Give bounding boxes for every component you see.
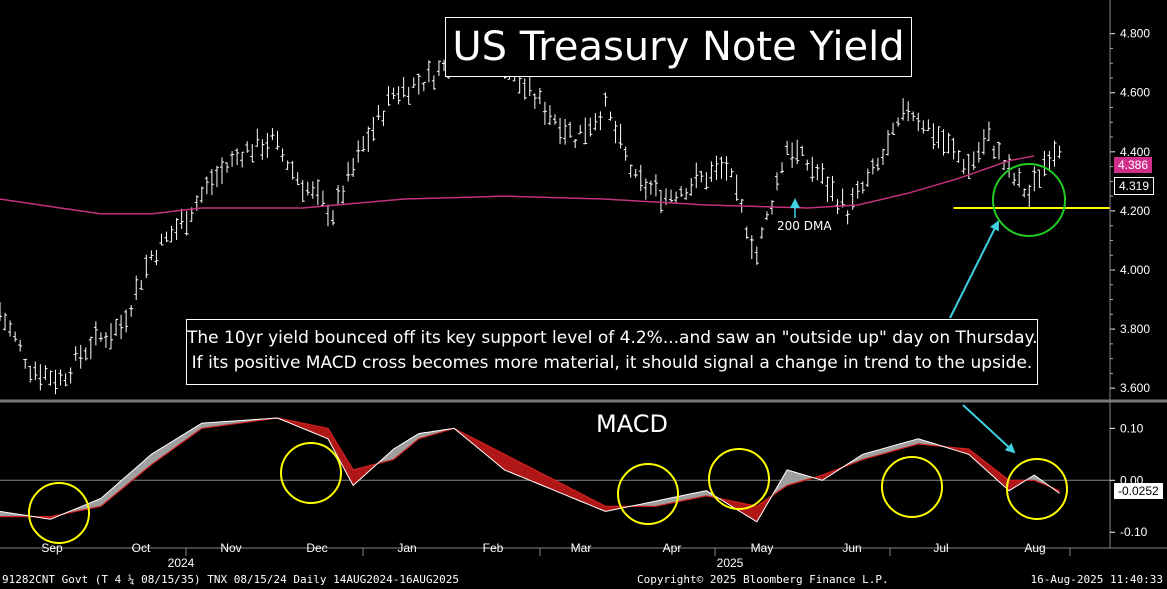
y-tick-label: 4.200 [1120, 204, 1150, 218]
annotation-line-2: If its positive MACD cross becomes more … [191, 353, 1033, 373]
last-value-tag: 4.319 [1114, 177, 1155, 195]
support-highlight-circle [992, 163, 1066, 237]
macd-fill [506, 455, 510, 473]
x-month-label: Jun [842, 541, 861, 555]
y-tick-label: 3.600 [1120, 381, 1150, 395]
macd-fill [320, 426, 324, 437]
macd-fill [532, 468, 536, 483]
footer-copyright: Copyright© 2025 Bloomberg Finance L.P. [637, 573, 889, 586]
macd-fill [527, 465, 530, 481]
footer-security: 91282CNT Govt (T 4 ¼ 08/15/35) TNX 08/15… [2, 573, 459, 586]
macd-fill [511, 457, 515, 475]
macd-cross-circle [280, 442, 342, 504]
macd-fill [796, 472, 800, 483]
annotation-line-1: The 10yr yield bounced off its key suppo… [187, 328, 1038, 348]
macd-fill [547, 476, 551, 489]
macd-cross-circle [708, 448, 770, 510]
y-tick-label: 4.000 [1120, 263, 1150, 277]
macd-y-tick-label: 0.10 [1120, 421, 1144, 435]
annotation-arrow-up [949, 220, 999, 319]
macd-fill [514, 459, 518, 476]
macd-fill [322, 427, 326, 439]
macd-fill [537, 470, 541, 485]
macd-y-tick-label: -0.10 [1120, 525, 1148, 539]
macd-panel [0, 417, 1110, 523]
macd-line [0, 417, 1060, 523]
macd-fill [504, 453, 508, 472]
macd-fill [549, 477, 553, 490]
y-tick-label: 4.600 [1120, 86, 1150, 100]
macd-fill [746, 503, 750, 518]
macd-cross-circle [617, 463, 679, 525]
macd-fill [499, 451, 503, 469]
dma-value-tag: 4.386 [1114, 157, 1153, 173]
macd-fill [501, 452, 505, 471]
macd-fill [509, 456, 513, 474]
x-month-label: Nov [220, 541, 241, 555]
macd-fill [522, 463, 525, 479]
macd-fill [524, 464, 528, 480]
macd-fill [529, 466, 533, 482]
x-month-label: Aug [1024, 541, 1045, 555]
annotation-box: The 10yr yield bounced off its key suppo… [186, 319, 1038, 385]
x-month-label: Dec [306, 541, 327, 555]
macd-fill [542, 473, 546, 487]
x-month-label: Feb [483, 541, 504, 555]
y-tick-label: 3.800 [1120, 322, 1150, 336]
y-tick-label: 4.400 [1120, 145, 1150, 159]
x-month-label: Oct [132, 541, 151, 555]
footer-timestamp: 16-Aug-2025 11:40:33 [1030, 573, 1163, 586]
macd-fill [519, 461, 523, 478]
y-tick-label: 4.800 [1120, 27, 1150, 41]
chart-title: US Treasury Note Yield [445, 17, 912, 77]
macd-fill [791, 471, 795, 485]
annotation-arrow-down [962, 404, 1016, 454]
macd-label: MACD [596, 410, 668, 438]
macd-fill [516, 460, 520, 477]
x-month-label: Mar [571, 541, 592, 555]
macd-fill [534, 469, 538, 484]
macd-cross-circle [1006, 458, 1068, 520]
macd-fill [754, 505, 758, 523]
dma-line [0, 155, 1035, 215]
macd-fill [325, 427, 329, 440]
x-year-label: 2024 [168, 556, 195, 570]
macd-signal-line [0, 417, 1060, 518]
x-month-label: Sep [41, 541, 63, 555]
macd-fill [786, 469, 790, 486]
overlays [28, 163, 1068, 544]
macd-fill [794, 471, 798, 484]
macd-fill [544, 474, 548, 488]
x-month-label: Jan [397, 541, 416, 555]
x-month-label: May [751, 541, 774, 555]
macd-fill [789, 470, 793, 486]
macd-fill [539, 472, 543, 486]
x-year-label: 2025 [717, 556, 744, 570]
x-month-label: Jul [933, 541, 948, 555]
x-month-label: Apr [663, 541, 682, 555]
macd-value-tag: -0.0252 [1114, 483, 1163, 499]
macd-cross-circle [28, 482, 90, 544]
macd-cross-circle [881, 456, 943, 518]
dma-label: 200 DMA [777, 219, 832, 233]
macd-fill [751, 504, 755, 521]
